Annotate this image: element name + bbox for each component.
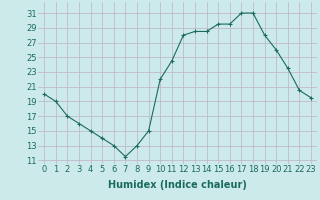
X-axis label: Humidex (Indice chaleur): Humidex (Indice chaleur)	[108, 180, 247, 190]
